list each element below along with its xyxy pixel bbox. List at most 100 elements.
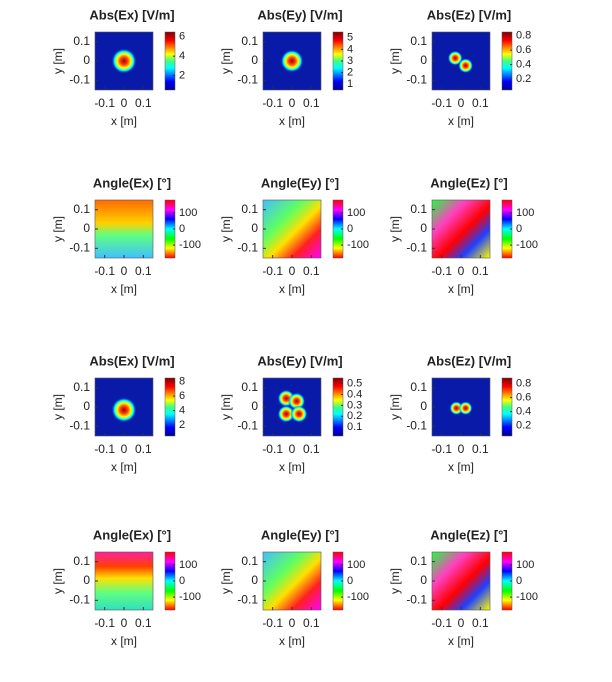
panel-title: Angle(Ez) [°] (430, 527, 507, 542)
field-image (95, 200, 153, 258)
y-tick-label: 0 (83, 53, 90, 67)
y-tick-label: -0.1 (406, 241, 427, 255)
y-tick-label: -0.1 (69, 419, 90, 433)
y-tick-label: 0 (251, 53, 258, 67)
colorbar-tick-label: 5 (347, 32, 353, 44)
y-tick-label: -0.1 (237, 419, 258, 433)
colorbar-tick-label: 0.2 (516, 73, 531, 85)
y-tick-label: 0.1 (241, 202, 258, 216)
panel-title: Abs(Ey) [V/m] (257, 7, 342, 22)
colorbar (332, 377, 344, 437)
colorbar (164, 31, 176, 91)
y-tick-label: 0 (420, 399, 427, 413)
x-tick-label: 0.1 (472, 264, 489, 278)
field-spot (111, 48, 137, 74)
x-tick-label: -0.1 (262, 96, 283, 110)
colorbar-tick-label: 0 (179, 223, 185, 235)
x-tick-label: -0.1 (431, 442, 452, 456)
y-tick-label: 0 (251, 221, 258, 235)
colorbar-tick-label: 0.4 (516, 405, 531, 417)
colorbar-tick-label: 0.2 (516, 419, 531, 431)
field-image (263, 200, 321, 258)
x-tick-label: 0.1 (135, 96, 152, 110)
y-tick-label: -0.1 (406, 73, 427, 87)
colorbar-tick-label: 4 (179, 50, 185, 62)
field-image (432, 200, 490, 258)
x-axis-label: x [m] (279, 282, 305, 296)
x-axis-label: x [m] (448, 460, 474, 474)
x-tick-label: 0 (121, 264, 128, 278)
colorbar (501, 31, 513, 91)
colorbar-tick-label: 0 (179, 575, 185, 587)
y-tick-label: -0.1 (237, 593, 258, 607)
x-axis-label: x [m] (111, 460, 137, 474)
y-tick-label: 0 (83, 399, 90, 413)
colorbar-tick-label: 6 (179, 31, 185, 43)
panel-title: Abs(Ex) [V/m] (89, 7, 174, 22)
colorbar (164, 377, 176, 437)
panel-title: Angle(Ex) [°] (93, 527, 171, 542)
x-tick-label: 0.1 (303, 264, 320, 278)
y-tick-label: 0 (420, 573, 427, 587)
x-tick-label: 0.1 (303, 442, 320, 456)
colorbar-tick-label: 0.6 (516, 391, 531, 403)
x-tick-label: 0.1 (135, 616, 152, 630)
x-tick-label: 0 (458, 96, 465, 110)
colorbar-tick-label: 3 (347, 55, 353, 67)
x-tick-label: -0.1 (262, 264, 283, 278)
panel-title: Abs(Ey) [V/m] (257, 353, 342, 368)
colorbar-tick-label: 2 (347, 67, 353, 79)
y-tick-label: 0.1 (410, 380, 427, 394)
x-tick-label: 0 (121, 616, 128, 630)
colorbar-tick-label: 0 (347, 575, 353, 587)
colorbar-tick-label: 2 (179, 419, 185, 431)
colorbar-tick-label: 0.5 (347, 377, 362, 389)
colorbar (501, 377, 513, 437)
x-tick-label: -0.1 (94, 264, 115, 278)
colorbar-tick-label: 100 (347, 559, 365, 571)
field-spot (290, 405, 308, 423)
x-tick-label: -0.1 (431, 96, 452, 110)
y-tick-label: -0.1 (69, 73, 90, 87)
colorbar-tick-label: -100 (179, 239, 201, 251)
y-tick-label: 0.1 (241, 34, 258, 48)
x-tick-label: 0 (289, 616, 296, 630)
colorbar-tick-label: -100 (347, 591, 369, 603)
colorbar-tick-label: 4 (347, 43, 353, 55)
colorbar-tick-label: 0.4 (347, 388, 362, 400)
colorbar-tick-label: 100 (179, 207, 197, 219)
field-image (263, 552, 321, 610)
x-tick-label: 0.1 (472, 616, 489, 630)
y-axis-label: y [m] (51, 568, 65, 594)
colorbar-tick-label: 100 (516, 559, 534, 571)
x-tick-label: 0 (289, 264, 296, 278)
y-tick-label: 0 (83, 573, 90, 587)
x-tick-label: -0.1 (94, 442, 115, 456)
panel-title: Abs(Ez) [V/m] (427, 353, 512, 368)
colorbar-tick-label: 0.2 (347, 410, 362, 422)
y-axis-label: y [m] (219, 216, 233, 242)
x-tick-label: -0.1 (94, 96, 115, 110)
y-tick-label: 0.1 (241, 554, 258, 568)
x-axis-label: x [m] (111, 282, 137, 296)
colorbar-tick-label: 0 (516, 223, 522, 235)
y-tick-label: -0.1 (237, 241, 258, 255)
x-tick-label: -0.1 (94, 616, 115, 630)
field-spot (111, 397, 137, 423)
colorbar-tick-label: 0.8 (516, 30, 531, 42)
colorbar-tick-label: -100 (179, 591, 201, 603)
colorbar-tick-label: -100 (516, 239, 538, 251)
y-axis-label: y [m] (219, 48, 233, 74)
x-tick-label: 0 (121, 96, 128, 110)
y-tick-label: -0.1 (406, 593, 427, 607)
colorbar-tick-label: 0.8 (516, 377, 531, 389)
y-tick-label: -0.1 (406, 419, 427, 433)
colorbar-tick-label: 1 (347, 78, 353, 90)
colorbar-tick-label: 100 (516, 207, 534, 219)
x-tick-label: 0 (458, 264, 465, 278)
colorbar-tick-label: 2 (179, 69, 185, 81)
field-spot (277, 405, 295, 423)
panel-title: Angle(Ez) [°] (430, 175, 507, 190)
field-spot (447, 50, 463, 66)
x-tick-label: 0.1 (303, 96, 320, 110)
